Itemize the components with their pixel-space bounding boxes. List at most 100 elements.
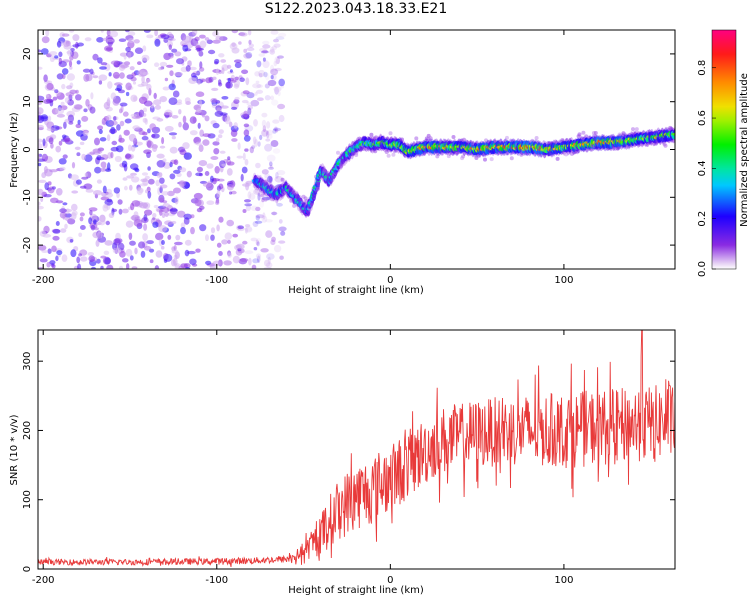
- noise-blob: [69, 30, 75, 33]
- noise-blob: [229, 191, 233, 195]
- noise-blob: [265, 138, 271, 142]
- signal-halo: [260, 193, 265, 198]
- noise-blob: [67, 49, 73, 56]
- noise-blob: [125, 248, 133, 257]
- y-tick-label: 300: [22, 352, 33, 371]
- noise-blob: [241, 166, 248, 174]
- noise-blob: [89, 68, 94, 75]
- noise-blob: [124, 118, 132, 124]
- noise-blob: [254, 139, 259, 147]
- noise-blob: [38, 244, 47, 251]
- noise-blob: [141, 136, 149, 141]
- noise-blob: [242, 152, 246, 161]
- noise-blob: [107, 162, 111, 171]
- signal-halo: [400, 137, 404, 142]
- noise-blob: [189, 66, 197, 71]
- noise-blob: [120, 64, 130, 68]
- noise-blob: [71, 51, 79, 59]
- noise-blob: [156, 172, 162, 179]
- noise-blob: [224, 116, 231, 125]
- noise-blob: [164, 211, 169, 217]
- noise-blob: [218, 251, 223, 256]
- noise-blob: [71, 162, 76, 169]
- noise-blob: [189, 116, 197, 124]
- noise-blob: [244, 227, 248, 234]
- noise-blob: [155, 232, 164, 241]
- noise-blob: [130, 172, 137, 176]
- noise-blob: [146, 140, 154, 149]
- noise-blob: [109, 30, 119, 38]
- noise-blob: [265, 129, 274, 136]
- noise-blob: [224, 232, 233, 240]
- noise-blob: [199, 40, 207, 49]
- noise-blob: [75, 179, 82, 185]
- noise-blob: [239, 77, 245, 82]
- noise-blob: [133, 39, 140, 44]
- noise-blob: [129, 255, 134, 261]
- noise-blob: [122, 258, 129, 263]
- noise-blob: [223, 260, 232, 266]
- noise-blob: [127, 51, 132, 59]
- noise-blob: [234, 76, 239, 81]
- noise-blob: [58, 61, 67, 68]
- noise-blob: [269, 176, 273, 184]
- noise-blob: [78, 232, 83, 237]
- noise-blob: [202, 139, 210, 146]
- noise-blob: [141, 172, 149, 176]
- noise-blob: [56, 73, 64, 80]
- noise-blobs: [38, 30, 287, 269]
- noise-blob: [147, 128, 151, 134]
- noise-blob: [193, 192, 203, 200]
- noise-blob: [198, 50, 204, 57]
- noise-blob: [169, 162, 173, 168]
- noise-blob: [272, 211, 276, 216]
- noise-blob: [52, 96, 58, 101]
- noise-blob: [270, 68, 279, 76]
- noise-blob: [105, 220, 111, 226]
- signal-halo: [292, 203, 297, 208]
- noise-blob: [259, 134, 263, 141]
- noise-blob: [173, 245, 177, 251]
- noise-blob: [47, 115, 52, 122]
- noise-blob: [41, 172, 47, 179]
- noise-blob: [205, 260, 212, 265]
- x-tick-label: 0: [387, 275, 393, 286]
- noise-blob: [73, 104, 83, 110]
- noise-blob: [58, 51, 63, 58]
- noise-blob: [233, 99, 240, 104]
- noise-blob: [171, 249, 179, 254]
- signal-halo: [505, 135, 509, 140]
- noise-blob: [227, 156, 231, 161]
- noise-blob: [273, 43, 281, 48]
- noise-blob: [127, 31, 136, 37]
- noise-blob: [93, 219, 97, 225]
- noise-blob: [274, 67, 282, 72]
- noise-blob: [177, 210, 186, 218]
- noise-blob: [171, 135, 176, 140]
- noise-blob: [43, 166, 48, 174]
- noise-blob: [252, 83, 262, 89]
- noise-blob: [139, 202, 148, 209]
- noise-blob: [199, 61, 203, 69]
- noise-blob: [104, 45, 113, 52]
- noise-blob: [102, 185, 107, 194]
- noise-blob: [270, 64, 275, 73]
- noise-blob: [235, 243, 245, 250]
- colorbar-gradient: [711, 29, 737, 270]
- noise-blob: [245, 224, 251, 228]
- noise-blob: [172, 90, 180, 98]
- signal-halo: [474, 156, 479, 160]
- noise-blob: [110, 151, 114, 159]
- noise-blob: [79, 185, 87, 189]
- snr-x-ticks: -200 -100 0 100: [32, 330, 573, 586]
- noise-blob: [257, 255, 261, 263]
- signal-halo: [322, 168, 327, 173]
- noise-blob: [71, 190, 79, 194]
- noise-blob: [96, 231, 103, 239]
- noise-blob: [245, 77, 250, 86]
- noise-blob: [177, 99, 182, 104]
- noise-blob: [96, 37, 104, 43]
- noise-blob: [117, 199, 123, 205]
- signal-halo: [581, 130, 586, 135]
- noise-blob: [103, 250, 110, 255]
